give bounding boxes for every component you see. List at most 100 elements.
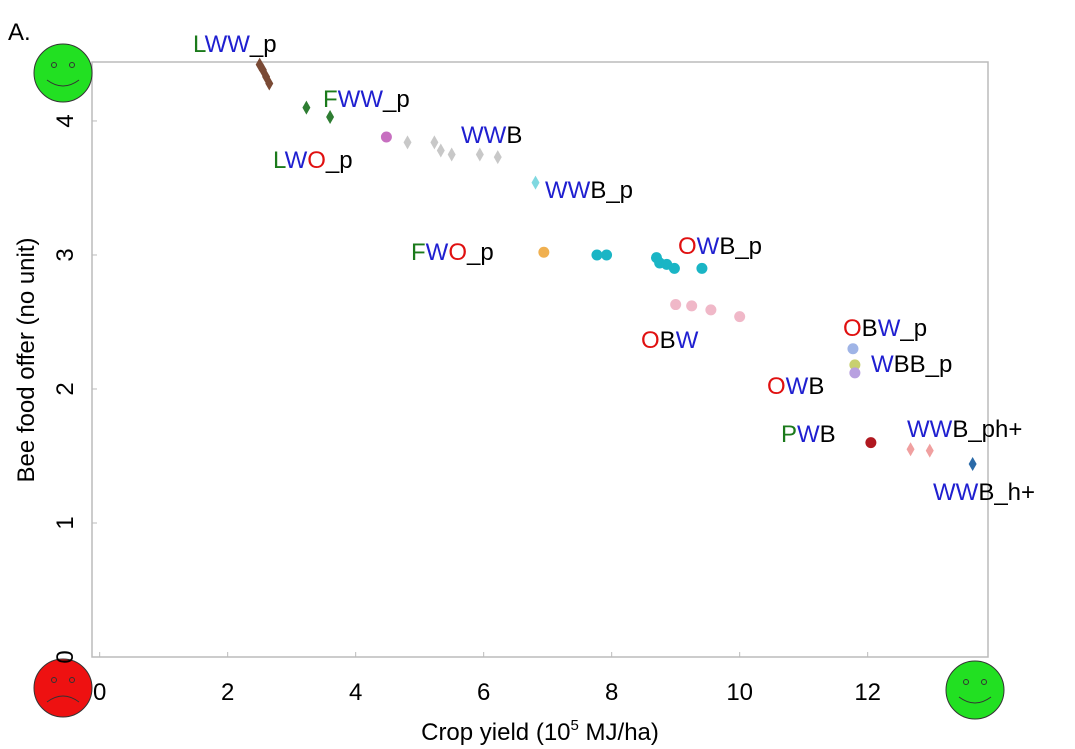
point-annotation: OBW xyxy=(641,327,699,354)
annotation-part: WW xyxy=(933,479,979,506)
annotation-part: F xyxy=(411,239,426,266)
annotation-part: B_p xyxy=(590,177,633,204)
annotation-part: B xyxy=(862,315,878,342)
annotation-part: WW xyxy=(461,122,507,149)
point xyxy=(849,359,861,371)
y-tick-label: 4 xyxy=(52,114,79,127)
annotation-part: _p xyxy=(899,315,927,342)
point-annotation: PWB xyxy=(781,421,836,448)
y-tick-label: 0 xyxy=(52,650,79,663)
y-tick-label: 3 xyxy=(52,248,79,261)
annotation-part: L xyxy=(273,147,286,174)
happy-face xyxy=(945,660,1005,720)
annotation-part: WW xyxy=(545,177,591,204)
point-annotation: FWO_p xyxy=(411,239,494,266)
x-tick-label: 6 xyxy=(477,679,490,706)
point xyxy=(447,147,456,162)
annotation-part: W xyxy=(786,373,809,400)
annotation-part: O xyxy=(307,147,326,174)
point-annotation: WBB_p xyxy=(871,351,952,378)
x-label-part: 5 xyxy=(571,717,579,734)
annotation-part: O xyxy=(767,373,786,400)
point-annotation: LWO_p xyxy=(273,147,353,174)
annotation-part: WW xyxy=(338,86,384,113)
point xyxy=(538,246,550,258)
annotation-part: B_ph+ xyxy=(952,416,1022,443)
x-tick-label: 10 xyxy=(726,679,753,706)
point-annotation: OWB xyxy=(767,373,824,400)
annotation-part: O xyxy=(843,315,862,342)
x-tick-label: 8 xyxy=(605,679,618,706)
x-tick-label: 2 xyxy=(221,679,234,706)
point-annotation: WWB_h+ xyxy=(933,479,1035,506)
x-label-part: Crop yield (10 xyxy=(421,719,570,746)
point-annotation: WWB_p xyxy=(545,177,633,204)
point xyxy=(925,443,934,458)
annotation-part: W xyxy=(426,239,449,266)
point xyxy=(326,109,335,124)
plot-frame xyxy=(91,61,989,658)
annotation-part: O xyxy=(448,239,467,266)
annotation-part: _p xyxy=(249,31,277,58)
annotation-part: WW xyxy=(907,416,953,443)
x-tick-label: 4 xyxy=(349,679,362,706)
point xyxy=(265,76,274,91)
x-tick-label: 0 xyxy=(93,679,106,706)
annotation-part: F xyxy=(323,86,338,113)
y-axis-label: Bee food offer (no unit) xyxy=(13,237,40,482)
point xyxy=(380,131,392,143)
annotation-part: _p xyxy=(325,147,353,174)
point xyxy=(847,343,859,355)
annotation-part: W xyxy=(797,421,820,448)
annotation-part: W xyxy=(697,233,720,260)
point xyxy=(601,249,613,261)
annotation-part: B xyxy=(506,122,522,149)
annotation-part: B xyxy=(808,373,824,400)
annotation-part: O xyxy=(678,233,697,260)
point xyxy=(591,249,603,261)
point-annotation: LWW_p xyxy=(193,31,277,58)
annotation-part: W xyxy=(676,327,699,354)
point xyxy=(475,147,484,162)
annotation-part: L xyxy=(193,31,206,58)
point xyxy=(493,150,502,165)
annotation-part: _p xyxy=(466,239,494,266)
annotation-part: WW xyxy=(205,31,251,58)
point xyxy=(968,457,977,472)
annotation-part: W xyxy=(871,351,894,378)
annotation-part: W xyxy=(285,147,308,174)
annotation-part: B xyxy=(660,327,676,354)
annotation-part: B_h+ xyxy=(978,479,1035,506)
point-annotation: OWB_p xyxy=(678,233,762,260)
point xyxy=(531,175,540,190)
point xyxy=(705,304,717,316)
point xyxy=(849,367,861,379)
point xyxy=(403,135,412,150)
x-label-part: MJ/ha) xyxy=(579,719,659,746)
annotation-part: _p xyxy=(382,86,410,113)
point-annotation: WWB_ph+ xyxy=(907,416,1022,443)
point xyxy=(430,135,439,150)
point-annotation: FWW_p xyxy=(323,86,410,113)
x-tick-label: 12 xyxy=(854,679,881,706)
point xyxy=(865,437,877,449)
annotation-part: O xyxy=(641,327,660,354)
annotation-part: P xyxy=(781,421,797,448)
point xyxy=(670,299,682,311)
happy-face xyxy=(33,43,93,103)
annotation-part: B xyxy=(820,421,836,448)
point xyxy=(906,442,915,457)
point-annotation: WWB xyxy=(461,122,522,149)
point xyxy=(436,143,445,158)
sad-face xyxy=(33,658,93,718)
point xyxy=(696,262,708,274)
y-tick-label: 2 xyxy=(52,382,79,395)
annotation-part: BB_p xyxy=(894,351,953,378)
x-axis-label: Crop yield (105 MJ/ha) xyxy=(421,717,659,746)
point xyxy=(734,311,746,323)
point-annotation: OBW_p xyxy=(843,315,927,342)
point xyxy=(668,262,680,274)
point xyxy=(302,100,311,115)
annotation-part: W xyxy=(878,315,901,342)
annotation-part: B_p xyxy=(719,233,762,260)
